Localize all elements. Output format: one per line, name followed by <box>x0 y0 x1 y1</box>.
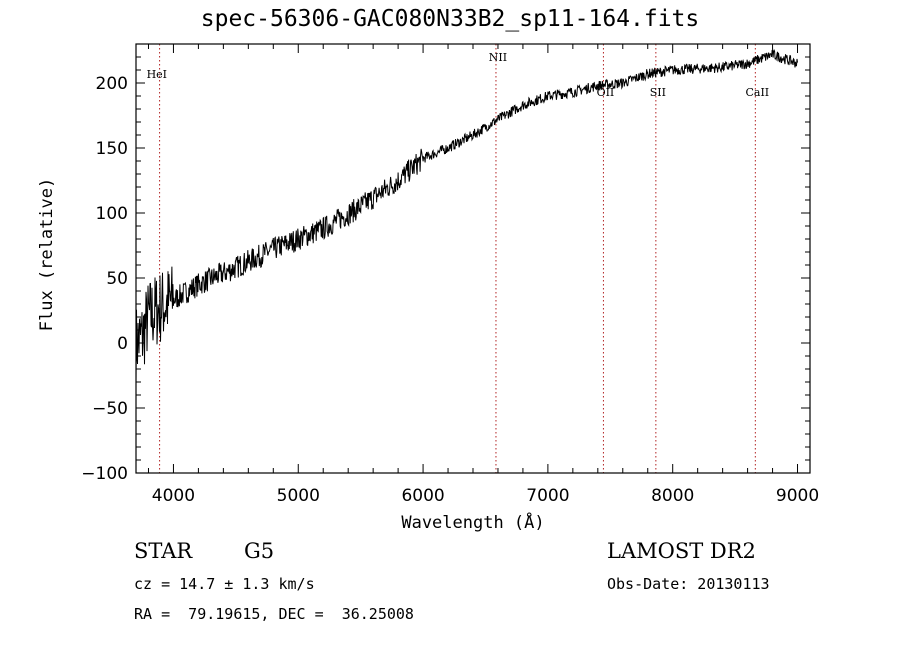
spectral-line-label: OII <box>597 86 615 99</box>
y-tick-label: −100 <box>81 464 128 484</box>
spectral-line-label: CaII <box>745 86 769 99</box>
survey-name: LAMOST DR2 <box>607 539 756 563</box>
y-tick-label: 200 <box>96 74 128 94</box>
chart-title: spec-56306-GAC080N33B2_sp11-164.fits <box>200 6 700 32</box>
x-tick-label: 8000 <box>651 486 694 506</box>
x-tick-label: 6000 <box>401 486 444 506</box>
spectrum-series <box>135 48 798 383</box>
redshift-text: cz = 14.7 ± 1.3 km/s <box>134 575 315 593</box>
object-class: STAR <box>134 539 193 563</box>
y-axis-label: Flux (relative) <box>37 178 57 332</box>
y-tick-label: 150 <box>96 139 128 159</box>
obs-date-text: Obs-Date: 20130113 <box>607 575 770 593</box>
x-tick-label: 5000 <box>277 486 320 506</box>
coordinates-text: RA = 79.19615, DEC = 36.25008 <box>134 605 414 623</box>
spectral-line-label: HeI <box>147 68 167 81</box>
x-tick-label: 7000 <box>526 486 569 506</box>
y-tick-label: 50 <box>106 269 128 289</box>
spectral-line-label: NII <box>489 51 507 64</box>
x-axis-label: Wavelength (Å) <box>401 511 544 533</box>
x-tick-label: 4000 <box>152 486 195 506</box>
axis-ticks <box>136 43 810 474</box>
y-tick-label: 100 <box>96 204 128 224</box>
x-tick-label: 9000 <box>776 486 819 506</box>
axis-tick-labels: 4000 5000 6000 7000 8000 9000 −100 −50 0 50 100 150… <box>81 74 819 506</box>
spectral-line-markers: HeI NII OII SII CaII <box>147 44 769 473</box>
spectrum-line <box>135 48 798 383</box>
spectral-line-label: SII <box>650 86 666 99</box>
y-tick-label: 0 <box>117 334 128 354</box>
y-tick-label: −50 <box>92 399 128 419</box>
object-subclass: G5 <box>244 539 275 563</box>
